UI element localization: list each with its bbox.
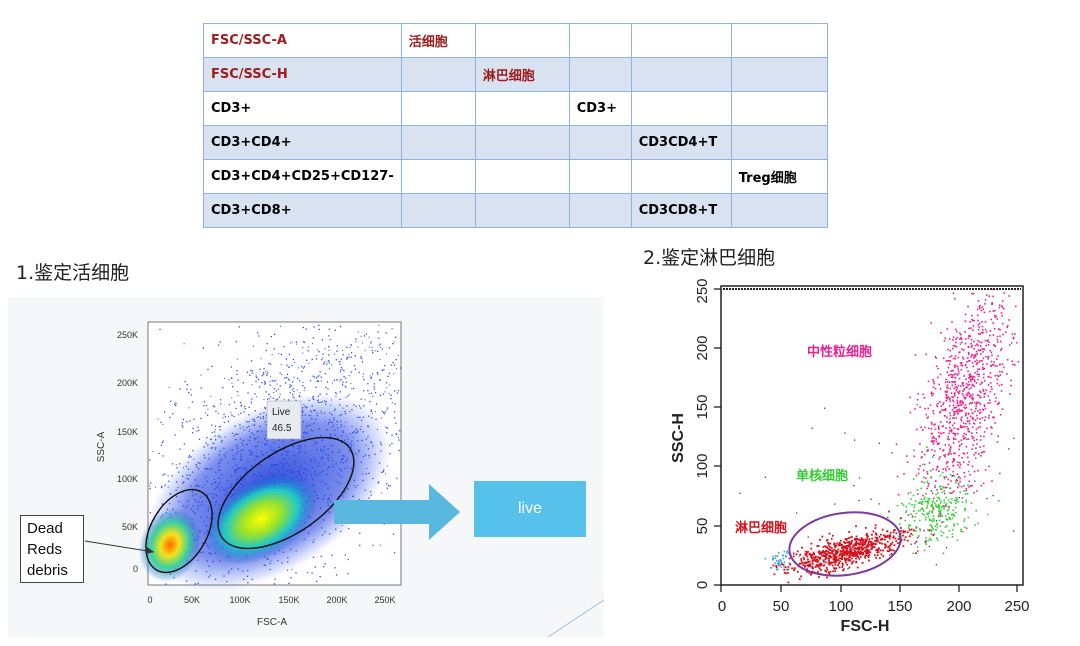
table-cell: FSC/SSC-A — [203, 23, 402, 58]
table-cell — [730, 57, 828, 92]
gate-label: Live — [272, 407, 291, 418]
table-cell: FSC/SSC-H — [203, 57, 402, 92]
table-cell — [568, 57, 632, 92]
scatter-plot-fsc-ssc-h: 中性粒细胞 单核细胞 淋巴细胞 0 50 100 150 200 250 0 5… — [670, 278, 1030, 635]
x-tick: 0 — [147, 595, 152, 605]
gate-value: 46.5 — [272, 423, 292, 434]
x-tick: 100 — [828, 598, 853, 615]
scatter-plot-fsc-ssc-a: Live 46.5 0 50K 100K 150K 200K 250K 0 50… — [84, 321, 604, 637]
table-cell: CD3+CD4+ — [203, 125, 402, 160]
table-row: FSC/SSC-A 活细胞 — [203, 23, 828, 58]
table-cell — [730, 23, 828, 58]
debris-gate-ellipse — [145, 488, 213, 574]
y-axis-label: SSC-A — [96, 431, 107, 462]
table-cell — [630, 159, 732, 194]
table-cell — [730, 125, 828, 160]
table-cell — [568, 159, 632, 194]
legend-pointer-line — [84, 540, 155, 553]
table-cell — [568, 193, 632, 228]
table-cell: Treg细胞 — [730, 159, 828, 194]
table-cell: CD3+CD4+CD25+CD127- — [203, 159, 402, 194]
plot1-density-live — [204, 473, 318, 565]
table-cell — [474, 125, 570, 160]
table-cell: CD3CD8+T — [630, 193, 732, 228]
y-tick: 200K — [117, 378, 138, 388]
arrow-right-icon — [334, 484, 460, 540]
table-row: CD3+CD8+ CD3CD8+T — [203, 193, 828, 228]
table-cell: CD3+CD8+ — [203, 193, 402, 228]
table-row: FSC/SSC-H 淋巴细胞 — [203, 57, 828, 92]
legend-line: debris — [27, 562, 68, 579]
x-tick: 50 — [773, 598, 790, 615]
y-tick: 0 — [694, 581, 711, 589]
table-cell — [730, 193, 828, 228]
debris-legend: Dead Reds debris — [20, 515, 84, 583]
table-cell: CD3+ — [203, 91, 402, 126]
table-cell — [400, 159, 476, 194]
x-axis-label: FSC-A — [257, 617, 287, 628]
y-tick: 150K — [117, 427, 138, 437]
table-cell — [474, 23, 570, 58]
y-tick: 250 — [694, 278, 711, 303]
neutrophil-label: 中性粒细胞 — [807, 344, 872, 360]
table-cell — [730, 91, 828, 126]
table-row: CD3+CD4+ CD3CD4+T — [203, 125, 828, 160]
plot1-density-debris — [138, 507, 202, 583]
x-tick: 150 — [887, 598, 912, 615]
lymphocyte-gate-ellipse — [788, 511, 902, 577]
y-axis-label: SSC-H — [670, 413, 687, 463]
y-tick: 150 — [694, 394, 711, 419]
caption-lymphocytes: 2.鉴定淋巴细胞 — [643, 247, 776, 269]
y-tick: 100 — [694, 453, 711, 478]
x-tick: 50K — [184, 595, 200, 605]
x-tick: 250 — [1004, 598, 1029, 615]
monocyte-label: 单核细胞 — [796, 468, 848, 484]
gating-table: FSC/SSC-A 活细胞 FSC/SSC-H 淋巴细胞 CD3+ CD3+ C… — [203, 23, 828, 228]
x-axis-label: FSC-H — [841, 618, 890, 635]
table-cell — [630, 57, 732, 92]
gate-label-box — [266, 400, 302, 440]
x-tick: 0 — [718, 598, 726, 615]
plot2-frame — [720, 285, 1024, 586]
table-cell — [474, 193, 570, 228]
table-row: CD3+ CD3+ — [203, 91, 828, 126]
table-cell — [400, 125, 476, 160]
live-gate-ellipse — [217, 436, 355, 550]
table-cell: CD3+ — [568, 91, 632, 126]
table-row: CD3+CD4+CD25+CD127- Treg细胞 — [203, 159, 828, 194]
y-tick: 50K — [122, 522, 138, 532]
decorative-line — [547, 599, 604, 637]
table-cell — [474, 159, 570, 194]
caption-live-cells: 1.鉴定活细胞 — [16, 262, 130, 284]
live-target-box: live — [474, 481, 586, 537]
table-cell: 活细胞 — [400, 23, 476, 58]
table-cell — [400, 193, 476, 228]
x-tick: 250K — [374, 595, 395, 605]
y-tick: 200 — [694, 335, 711, 360]
y-tick: 100K — [117, 474, 138, 484]
table-cell: 淋巴细胞 — [474, 57, 570, 92]
y-tick: 50 — [694, 518, 711, 535]
table-cell — [474, 91, 570, 126]
y-tick: 0 — [133, 564, 138, 574]
live-target-label: live — [517, 500, 542, 517]
table-cell — [400, 57, 476, 92]
table-cell — [568, 23, 632, 58]
x-tick: 200 — [946, 598, 971, 615]
table-cell — [630, 91, 732, 126]
legend-pointer-arrowhead — [146, 547, 154, 554]
table-cell — [400, 91, 476, 126]
table-cell: CD3CD4+T — [630, 125, 732, 160]
x-tick: 100K — [229, 595, 250, 605]
table-cell — [568, 125, 632, 160]
y-tick: 250K — [117, 330, 138, 340]
table-cell — [630, 23, 732, 58]
x-tick: 150K — [278, 595, 299, 605]
legend-line: Reds — [27, 541, 63, 558]
lymphocyte-label: 淋巴细胞 — [735, 520, 787, 536]
legend-line: Dead — [27, 520, 63, 537]
x-tick: 200K — [326, 595, 347, 605]
